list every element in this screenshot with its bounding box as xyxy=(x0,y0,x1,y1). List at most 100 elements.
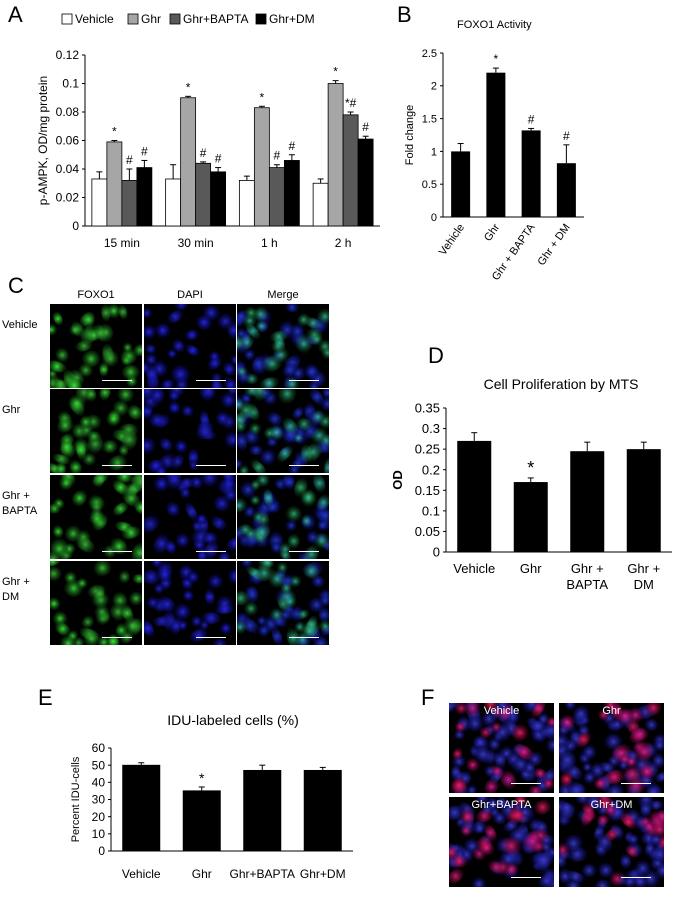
chart-a-bar xyxy=(121,179,138,227)
panel-f-idu-image xyxy=(449,703,554,793)
chart-d-annotation: * xyxy=(527,458,534,478)
panel-c-scale-bar xyxy=(102,380,132,381)
chart-d-bar xyxy=(513,482,548,552)
chart-a-ytick-label: 0.12 xyxy=(56,48,80,62)
chart-b-ytick-label: 2.5 xyxy=(422,48,437,60)
panel-letter-c: C xyxy=(8,273,24,298)
panel-f-idu-image xyxy=(449,797,554,887)
panel-c-scale-bar xyxy=(289,380,319,381)
chart-e-title: IDU-labeled cells (%) xyxy=(167,712,298,728)
chart-d-title: Cell Proliferation by MTS xyxy=(484,376,639,392)
chart-b-xtick-label: Ghr + DM xyxy=(535,222,572,268)
panel-c-scale-bar xyxy=(289,551,319,552)
panel-c-row-label: Vehicle xyxy=(2,318,37,333)
panel-c-dapi-image xyxy=(144,389,236,473)
chart-a-xtick-label: 2 h xyxy=(335,236,352,250)
panel-c-scale-bar xyxy=(289,637,319,638)
chart-a-bar xyxy=(283,160,300,227)
chart-a-legend-label: Ghr+BAPTA xyxy=(183,12,248,26)
panel-f-scale-bar xyxy=(511,783,541,784)
panel-c-foxo-image xyxy=(50,389,142,473)
chart-a-ytick-label: 0.1 xyxy=(62,77,79,91)
chart-a-xtick-label: 1 h xyxy=(261,236,278,250)
chart-e-ytick-label: 20 xyxy=(92,810,106,824)
panel-c-scale-bar xyxy=(196,465,226,466)
panel-c-scale-bar xyxy=(196,380,226,381)
chart-a-annotation: # xyxy=(215,152,222,166)
chart-e-ytick-label: 60 xyxy=(92,741,106,755)
panel-letter-a: A xyxy=(8,2,23,27)
chart-a-annotation: # xyxy=(141,144,148,158)
panel-c-dapi-image xyxy=(144,304,236,388)
panel-c-row-label: Ghr + DM xyxy=(2,575,30,605)
panel-f-label-wrap: Vehicle xyxy=(449,703,554,719)
chart-e-xtick-label: Ghr+BAPTA xyxy=(230,867,295,881)
panel-f-label-wrap: Ghr+BAPTA xyxy=(449,797,554,813)
chart-d-ytick-label: 0.05 xyxy=(415,524,440,539)
chart-a-bar xyxy=(327,83,344,227)
chart-a-legend-swatch xyxy=(61,13,73,25)
chart-b-bar xyxy=(486,72,506,218)
chart-a-ytick-label: 0.04 xyxy=(56,162,80,176)
chart-a-bar xyxy=(210,171,227,227)
chart-d-xtick-label: Ghr xyxy=(520,561,542,576)
panel-f-idu-image xyxy=(559,797,664,887)
chart-d-xtick-label: Ghr + xyxy=(627,561,660,576)
panel-c-row-label: Ghr xyxy=(2,403,20,418)
chart-e-bar xyxy=(303,769,342,851)
panel-c-column-header: FOXO1 xyxy=(77,289,115,301)
chart-b-ytick-label: 2 xyxy=(431,81,437,93)
panel-f-label-wrap: Ghr+DM xyxy=(559,797,664,813)
chart-a-xtick-label: 30 min xyxy=(178,236,214,250)
panel-c-dapi-image xyxy=(144,475,236,559)
chart-b-xtick-label: Vehicle xyxy=(437,222,467,258)
chart-d-ytick-label: 0.15 xyxy=(415,483,440,498)
chart-a-ytick-label: 0.08 xyxy=(56,105,80,119)
chart-e-ytick-label: 0 xyxy=(98,844,105,858)
chart-d-ytick-label: 0 xyxy=(433,545,440,560)
chart-b-annotation: # xyxy=(563,129,570,143)
chart-a-bar xyxy=(91,178,108,227)
panel-c-foxo-image xyxy=(50,561,142,645)
panel-c-foxo-image xyxy=(50,304,142,388)
panel-c-merge-image xyxy=(237,475,329,559)
chart-e-xtick-label: Vehicle xyxy=(122,867,161,881)
chart-d-xtick-label: BAPTA xyxy=(566,577,608,592)
chart-a-bar xyxy=(357,138,374,227)
panel-c-foxo-image xyxy=(50,475,142,559)
chart-e-xtick-label: Ghr+DM xyxy=(300,867,346,881)
chart-a-xtick-label: 15 min xyxy=(104,236,140,250)
panel-c-column-header: Merge xyxy=(267,289,299,301)
chart-a-legend-swatch xyxy=(255,13,267,25)
panel-f-label: Ghr xyxy=(602,705,621,717)
chart-a-annotation: * xyxy=(333,65,338,79)
panel-c-row-label-line: Ghr + xyxy=(2,490,30,502)
panel-f-scale-bar xyxy=(621,783,651,784)
panel-c-dapi-image xyxy=(144,561,236,645)
chart-e-ylabel: Percent IDU-cells xyxy=(70,756,82,842)
chart-a-bar xyxy=(180,97,197,227)
chart-d-xtick-label: Ghr + xyxy=(571,561,604,576)
chart-d-ytick-label: 0.1 xyxy=(422,503,440,518)
chart-a-annotation: * xyxy=(112,125,117,139)
chart-b-ytick-label: 0.5 xyxy=(422,179,437,191)
chart-a-bar xyxy=(268,167,285,227)
chart-b-annotation: * xyxy=(494,52,499,66)
chart-a-legend-label: Vehicle xyxy=(75,12,114,26)
chart-a-annotation: # xyxy=(289,139,296,153)
panel-c-row-label-line: BAPTA xyxy=(2,505,38,517)
chart-a-annotation: * xyxy=(260,90,265,104)
panel-c-row-label-line: Ghr xyxy=(2,404,21,416)
chart-e-annotation: * xyxy=(199,770,205,786)
panel-c-scale-bar xyxy=(102,637,132,638)
chart-e-xtick-label: Ghr xyxy=(192,867,212,881)
chart-a-legend-label: Ghr+DM xyxy=(269,12,315,26)
chart-a-bar xyxy=(136,167,153,227)
panel-c-merge-image xyxy=(237,389,329,473)
chart-b-annotation: # xyxy=(528,112,535,126)
panel-c-scale-bar xyxy=(102,465,132,466)
